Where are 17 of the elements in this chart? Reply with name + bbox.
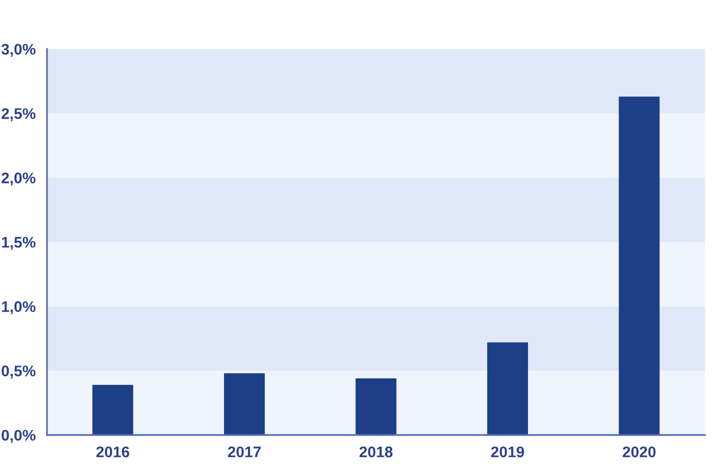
x-tick-label: 2016 xyxy=(96,446,130,458)
bar xyxy=(356,378,396,435)
y-tick-label: 2,0% xyxy=(2,172,36,186)
y-tick-label: 0,5% xyxy=(2,366,36,379)
y-tick-label: 1,5% xyxy=(2,236,36,250)
x-tick-label: 2020 xyxy=(622,446,656,458)
bar xyxy=(618,96,660,435)
y-tick-label: 0,0% xyxy=(2,430,36,443)
bar xyxy=(224,373,265,435)
bar xyxy=(487,342,528,435)
y-tick-label: 2,5% xyxy=(2,108,36,122)
x-tick-label: 2019 xyxy=(491,446,524,458)
x-tick-label: 2018 xyxy=(360,446,393,458)
y-tick-label: 1,0% xyxy=(2,301,36,314)
bar xyxy=(92,384,134,435)
y-tick-label: 3,0% xyxy=(1,44,36,57)
x-tick-label: 2017 xyxy=(228,446,261,458)
